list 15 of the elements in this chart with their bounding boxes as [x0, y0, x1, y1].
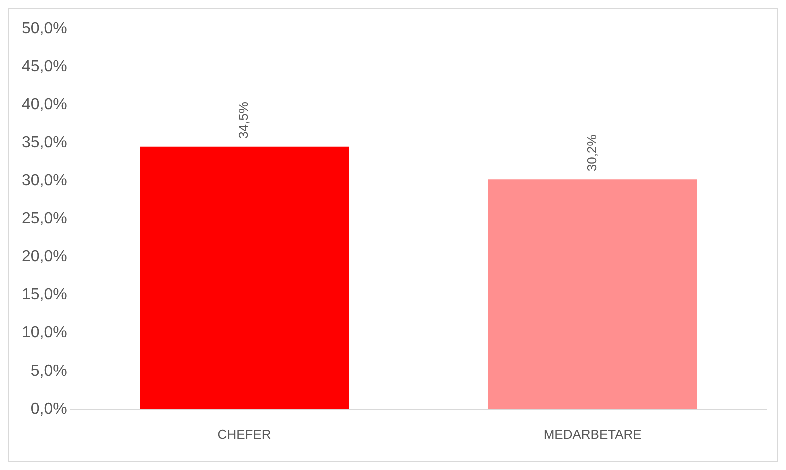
data-label: 34,5%: [236, 102, 252, 139]
y-tick-label: 40,0%: [22, 96, 68, 114]
y-tick-label: 20,0%: [22, 248, 68, 266]
y-tick-label: 35,0%: [22, 134, 68, 152]
x-tick-label: CHEFER: [218, 426, 272, 442]
y-tick-label: 25,0%: [22, 210, 68, 228]
y-tick-label: 10,0%: [22, 324, 68, 342]
y-tick-label: 50,0%: [22, 20, 68, 38]
y-tick-label: 30,0%: [22, 172, 68, 190]
y-tick-label: 0,0%: [30, 400, 68, 418]
y-tick-label: 15,0%: [22, 286, 68, 304]
y-tick-label: 5,0%: [30, 362, 68, 380]
data-label: 30,2%: [584, 134, 600, 172]
x-tick-label: MEDARBETARE: [544, 426, 642, 442]
y-tick-label: 45,0%: [22, 58, 68, 76]
